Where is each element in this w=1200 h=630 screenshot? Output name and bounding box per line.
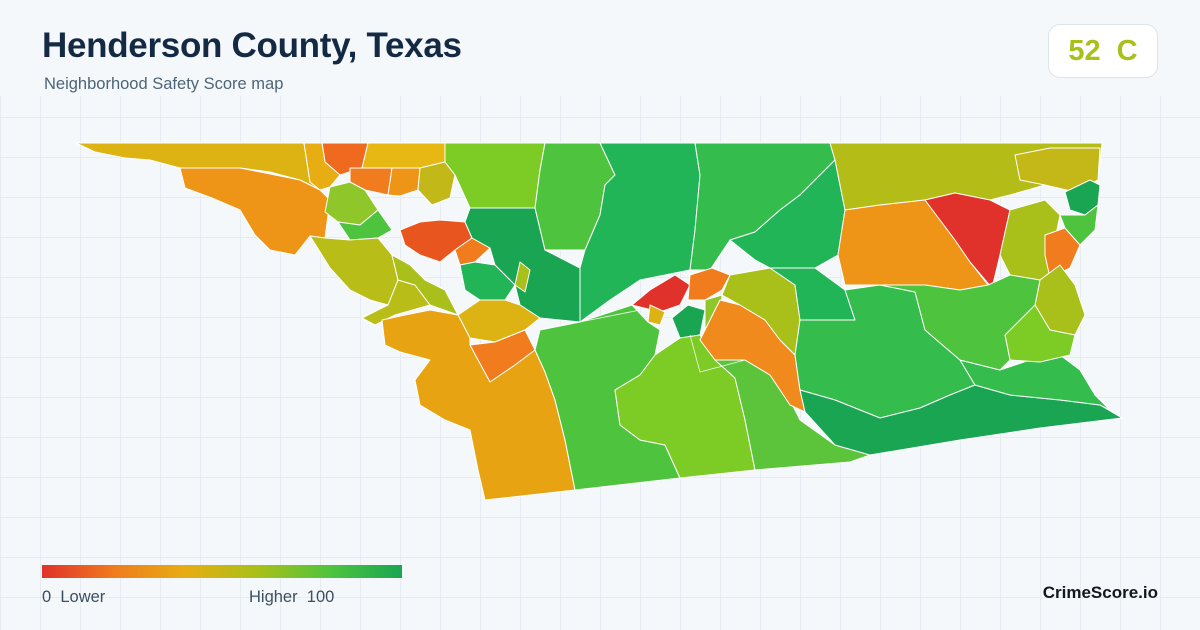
score-value: 52 — [1068, 34, 1101, 67]
legend-min-label: Lower — [60, 588, 106, 606]
neighborhood-area[interactable] — [729, 159, 846, 269]
neighborhood-area[interactable] — [647, 304, 666, 326]
neighborhood-area[interactable] — [879, 274, 1041, 371]
neighborhood-area[interactable] — [959, 354, 1111, 411]
brand-logo-text: CrimeScore.io — [1042, 583, 1158, 602]
score-badge: 52 C — [1048, 24, 1158, 78]
page-title: Henderson County, Texas — [42, 26, 462, 65]
neighborhood-area[interactable] — [454, 237, 491, 266]
legend-max-value: 100 — [306, 588, 335, 606]
neighborhood-area[interactable] — [387, 167, 421, 197]
legend-min-value: 0 — [42, 588, 52, 606]
neighborhood-area[interactable] — [671, 304, 706, 339]
header-band — [0, 0, 1200, 96]
legend-min-group: 0 Lower — [42, 588, 105, 607]
neighborhood-area[interactable] — [179, 167, 331, 256]
neighborhood-area[interactable] — [457, 299, 541, 343]
legend-max-label: Higher — [249, 588, 298, 606]
neighborhood-area[interactable] — [349, 167, 393, 196]
neighborhood-area[interactable] — [514, 261, 531, 293]
page-subtitle: Neighborhood Safety Score map — [44, 75, 284, 93]
neighborhood-area[interactable] — [391, 254, 459, 316]
neighborhood-area[interactable] — [687, 267, 731, 301]
score-grade: C — [1116, 34, 1138, 67]
neighborhood-area[interactable] — [444, 142, 546, 209]
neighborhood-area[interactable] — [361, 142, 446, 169]
road-line — [579, 309, 641, 323]
legend-gradient-bar — [42, 565, 402, 578]
road-line — [689, 334, 746, 373]
legend-max-group: Higher 100 — [249, 588, 334, 607]
neighborhood-area[interactable] — [1059, 204, 1099, 246]
neighborhood-area[interactable] — [303, 142, 341, 191]
neighborhood-area[interactable] — [459, 261, 516, 301]
neighborhood-area[interactable] — [631, 274, 691, 313]
neighborhood-area[interactable] — [309, 235, 399, 306]
